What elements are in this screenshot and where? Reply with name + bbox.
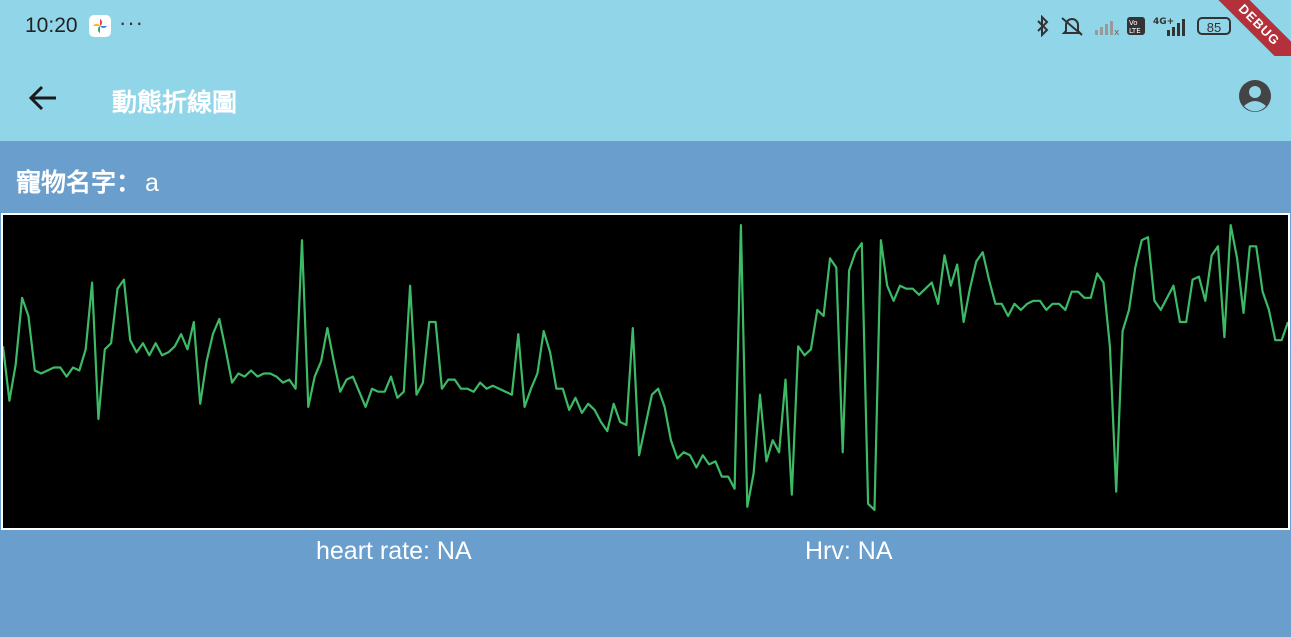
battery-icon: 85: [1197, 17, 1231, 35]
pet-name-label: 寵物名字：: [16, 169, 141, 197]
status-icons: x Vo LTE 4G+ 85: [1035, 12, 1231, 40]
svg-text:4G+: 4G+: [1153, 17, 1174, 27]
line-chart: [1, 213, 1290, 530]
pet-info-row: 寵物名字： a: [0, 141, 1291, 213]
status-bar: 10:20 ··· x Vo LTE 4G+: [0, 0, 1291, 56]
page-title: 動態折線圖: [112, 83, 237, 119]
status-time: 10:20: [25, 14, 78, 38]
series-line: [3, 225, 1288, 510]
bluetooth-icon: [1035, 15, 1051, 37]
photos-icon: [89, 15, 111, 37]
svg-text:Vo: Vo: [1129, 19, 1138, 27]
more-notifications-icon: ···: [119, 10, 144, 36]
hrv-label: Hrv: NA: [805, 537, 893, 566]
svg-text:x: x: [1114, 28, 1119, 36]
svg-text:LTE: LTE: [1129, 27, 1141, 35]
account-circle-icon[interactable]: [1237, 78, 1273, 114]
heart-rate-label: heart rate: NA: [316, 537, 472, 566]
muted-bell-icon: [1059, 15, 1085, 37]
arrow-back-icon[interactable]: [26, 80, 62, 116]
signal-sim1-icon: x: [1093, 16, 1119, 36]
signal-4g-icon: 4G+: [1153, 15, 1189, 37]
app-bar: 動態折線圖: [0, 56, 1291, 141]
line-chart-canvas: [3, 215, 1288, 528]
pet-name-value: a: [145, 169, 159, 197]
volte-icon: Vo LTE: [1127, 17, 1145, 35]
pet-name: 寵物名字： a: [16, 163, 159, 199]
